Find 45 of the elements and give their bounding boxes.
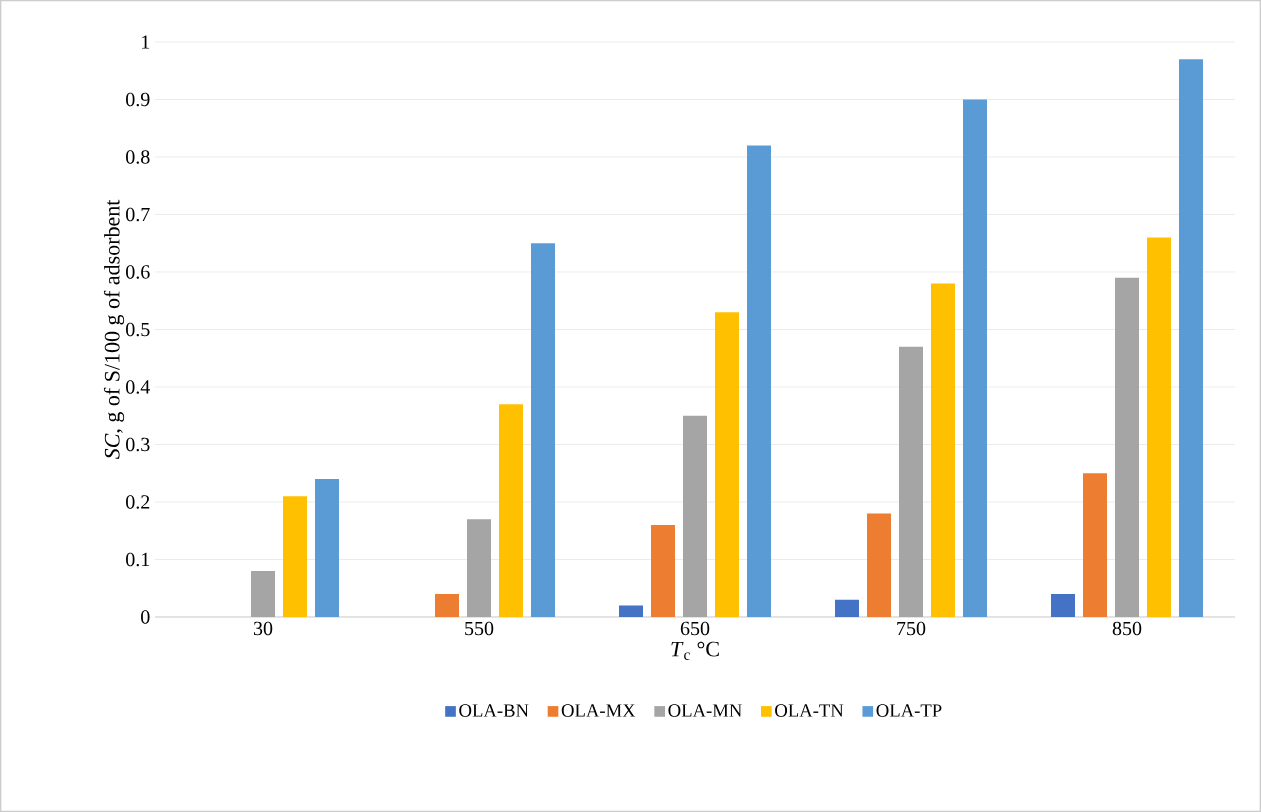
- x-axis-title: T$_{c}$ °C: [671, 641, 719, 660]
- bar: [251, 570, 275, 617]
- bar: [1179, 59, 1203, 617]
- bar: [435, 593, 460, 617]
- y-tick-label: 0.6: [126, 265, 150, 279]
- y-tick-label: 0.2: [126, 495, 150, 509]
- x-tick-label: 750: [897, 621, 926, 636]
- y-tick-label: 0.3: [126, 437, 150, 452]
- y-tick-label: 0.5: [126, 322, 150, 337]
- bar: [467, 519, 492, 617]
- bar: [899, 346, 924, 617]
- bar: [315, 478, 340, 617]
- legend-label: OLA-MN: [668, 704, 742, 717]
- bar: [619, 605, 643, 617]
- bar: [651, 524, 675, 617]
- bar: [747, 145, 771, 617]
- bar: [1147, 237, 1171, 617]
- y-axis-title: SC, g of S/100 g of adsorbent: [103, 199, 125, 460]
- bar: [531, 243, 555, 617]
- bar: [715, 312, 739, 617]
- legend-label: OLA-TN: [775, 704, 844, 717]
- bar: [963, 99, 987, 617]
- bar: [499, 404, 524, 617]
- legend-label: OLA-MX: [561, 704, 636, 717]
- bar: [931, 283, 955, 617]
- bar: [1051, 593, 1075, 617]
- bar: [1115, 277, 1139, 617]
- y-tick-label: 0.1: [126, 552, 150, 567]
- x-tick-label: 30: [253, 621, 273, 636]
- y-tick-label: 0.8: [126, 150, 150, 164]
- y-tick-label: 0.7: [126, 207, 150, 222]
- legend-label: OLA-TP: [876, 704, 942, 717]
- x-tick-label: 650: [680, 621, 710, 636]
- x-tick-label: 850: [1112, 621, 1142, 636]
- bar: [1083, 473, 1107, 617]
- bar: [283, 496, 307, 617]
- bar: [683, 415, 707, 617]
- bar: [867, 513, 892, 617]
- y-tick-label: 0.4: [126, 380, 150, 394]
- bar: [835, 599, 859, 617]
- legend-label: OLA-BN: [459, 704, 529, 717]
- y-tick-label: 0.9: [126, 92, 150, 107]
- y-tick-label: 1: [142, 35, 150, 49]
- y-tick-label: 0: [141, 610, 150, 624]
- x-tick-label: 550: [465, 621, 494, 636]
